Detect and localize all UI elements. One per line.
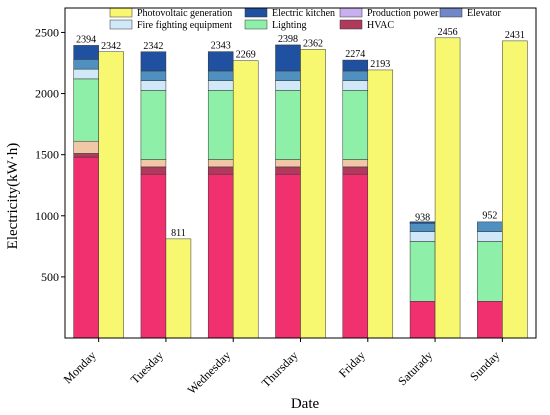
stack-segment-2-tuesday xyxy=(140,159,167,168)
stack-segment-1-friday xyxy=(342,166,369,175)
stack-segment-2-wednesday xyxy=(207,159,234,168)
stack-segment-3-sunday xyxy=(477,241,503,302)
stack-segment-5-monday xyxy=(73,59,99,70)
legend-swatch xyxy=(109,19,133,30)
bars-layer: 2394 2342 2342 811 2343 2269 2398 2362 2274 2193 9… xyxy=(73,27,528,339)
legend-label: Production power xyxy=(367,8,439,19)
legend-label: Fire fighting equipment xyxy=(137,20,232,31)
stack-total-label: 952 xyxy=(482,211,497,222)
stack-segment-3-thursday xyxy=(275,90,301,160)
stack-segment-2-thursday xyxy=(275,159,301,168)
stack-segment-4-sunday xyxy=(477,231,503,242)
stack-segment-6-wednesday xyxy=(207,51,234,72)
stack-segment-5-tuesday xyxy=(140,70,167,81)
legend-label: HVAC xyxy=(367,20,394,31)
stack-segment-4-wednesday xyxy=(207,80,234,91)
stack-segment-3-monday xyxy=(73,78,99,142)
pv-value-label: 2269 xyxy=(236,50,256,61)
stack-segment-4-tuesday xyxy=(140,80,167,91)
stack-segment-0-thursday xyxy=(275,173,301,339)
pv-bar xyxy=(434,37,461,339)
stack-segment-5-wednesday xyxy=(207,70,234,81)
pv-bar xyxy=(502,40,528,339)
stack-segment-5-thursday xyxy=(275,70,301,81)
legend-label: Elevator xyxy=(467,8,502,19)
y-tick-label: 1500 xyxy=(35,148,59,162)
y-tick-label: 500 xyxy=(41,270,59,284)
legend-swatch xyxy=(109,7,133,18)
stack-segment-1-monday xyxy=(73,153,99,158)
stack-segment-5-sunday xyxy=(477,221,503,232)
pv-bar xyxy=(367,69,394,339)
pv-bar xyxy=(98,51,124,339)
pv-value-label: 2193 xyxy=(370,59,390,70)
stack-segment-4-thursday xyxy=(275,80,301,91)
stack-total-label: 2394 xyxy=(76,34,96,45)
stack-segment-4-monday xyxy=(73,68,99,80)
stack-segment-6-monday xyxy=(73,45,99,60)
pv-value-label: 2342 xyxy=(101,41,121,52)
y-tick-label: 1000 xyxy=(35,209,59,223)
legend: Photovoltaic generation Electric kitchen P… xyxy=(109,7,502,31)
stack-segment-5-friday xyxy=(342,70,369,81)
stack-total-label: 2398 xyxy=(278,34,298,45)
legend-swatch xyxy=(339,7,363,18)
legend-swatch xyxy=(439,7,463,18)
stack-segment-0-tuesday xyxy=(140,173,167,339)
legend-label: Lighting xyxy=(272,20,306,31)
legend-label: Photovoltaic generation xyxy=(137,8,232,19)
stack-segment-3-tuesday xyxy=(140,90,167,160)
pv-bar xyxy=(300,49,326,339)
x-axis-title: Date xyxy=(291,396,320,412)
stack-segment-4-friday xyxy=(342,80,369,91)
plot-frame xyxy=(64,7,537,339)
y-tick-label: 2500 xyxy=(35,25,59,39)
stack-segment-0-wednesday xyxy=(207,173,234,339)
y-axis-title: Electricity(kW·h) xyxy=(5,143,21,250)
stack-total-label: 938 xyxy=(415,212,430,223)
stack-segment-0-monday xyxy=(73,156,99,339)
stack-segment-1-wednesday xyxy=(207,166,234,175)
stack-total-label: 2274 xyxy=(345,49,365,60)
legend-label: Electric kitchen xyxy=(272,8,335,19)
stack-segment-6-thursday xyxy=(275,44,301,72)
stack-segment-0-friday xyxy=(342,173,369,339)
stack-segment-0-saturady xyxy=(409,301,436,339)
stack-total-label: 2343 xyxy=(211,41,231,52)
stack-segment-6-friday xyxy=(342,59,369,72)
legend-swatch xyxy=(244,7,268,18)
legend-swatch xyxy=(339,19,363,30)
pv-value-label: 2362 xyxy=(303,38,323,49)
stack-segment-3-friday xyxy=(342,90,369,160)
stack-segment-1-thursday xyxy=(275,166,301,175)
pv-value-label: 2431 xyxy=(505,30,525,41)
stack-segment-4-saturady xyxy=(409,231,436,242)
pv-value-label: 2456 xyxy=(438,27,458,38)
stack-segment-2-monday xyxy=(73,140,99,154)
pv-bar xyxy=(232,60,259,339)
stack-segment-6-tuesday xyxy=(140,51,167,72)
stack-total-label: 2342 xyxy=(143,41,163,52)
stack-segment-3-wednesday xyxy=(207,90,234,160)
stack-segment-0-sunday xyxy=(477,301,503,339)
pv-value-label: 811 xyxy=(171,228,186,239)
stack-segment-2-friday xyxy=(342,159,369,168)
stack-segment-1-tuesday xyxy=(140,166,167,175)
pv-bar xyxy=(165,238,192,339)
y-tick-label: 2000 xyxy=(35,87,59,101)
stack-segment-3-saturady xyxy=(409,241,436,302)
legend-swatch xyxy=(244,19,268,30)
